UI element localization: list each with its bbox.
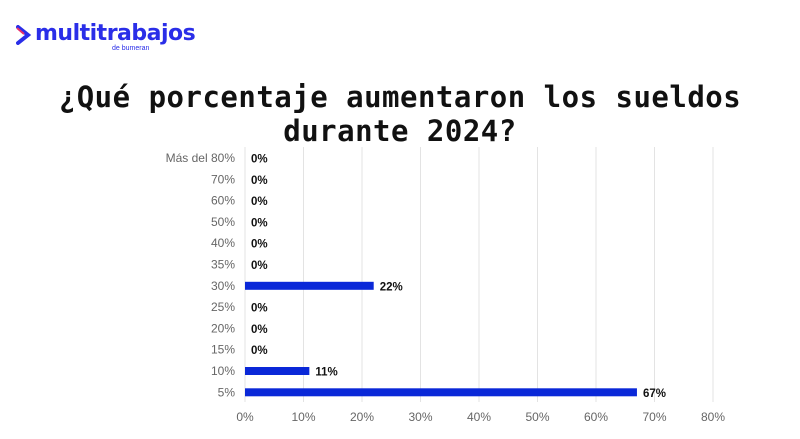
y-tick-label: 25% (211, 300, 235, 314)
x-tick-label: 70% (642, 410, 666, 424)
data-label: 0% (251, 345, 268, 357)
y-tick-label: 50% (211, 215, 235, 229)
x-tick-label: 0% (236, 410, 254, 424)
bar (245, 388, 637, 397)
y-tick-label: 40% (211, 236, 235, 250)
y-tick-label: 70% (211, 172, 235, 186)
x-tick-label: 30% (408, 410, 432, 424)
logo-chevron-icon (16, 25, 32, 45)
data-label: 0% (251, 217, 268, 229)
data-label: 0% (251, 239, 268, 251)
data-label: 0% (251, 303, 268, 315)
x-tick-label: 50% (525, 410, 549, 424)
y-tick-label: 20% (211, 321, 235, 335)
data-label: 0% (251, 154, 268, 166)
bar (245, 281, 374, 290)
y-tick-label: 15% (211, 343, 235, 357)
data-label: 0% (251, 196, 268, 208)
data-label: 0% (251, 324, 268, 336)
logo: multitrabajos de bumeran (16, 21, 196, 52)
data-label: 22% (380, 281, 403, 293)
data-label: 11% (315, 367, 337, 379)
x-tick-label: 20% (350, 410, 374, 424)
y-tick-label: 35% (211, 258, 235, 272)
x-tick-label: 60% (584, 410, 608, 424)
y-tick-label: 10% (211, 364, 235, 378)
y-tick-label: 60% (211, 194, 235, 208)
y-tick-label: 5% (218, 385, 236, 399)
logo-subtext: de bumeran (112, 45, 150, 52)
x-tick-label: 40% (467, 410, 491, 424)
x-tick-label: 10% (291, 410, 315, 424)
x-tick-label: 80% (701, 410, 725, 424)
bar (245, 367, 310, 375)
chart-title: ¿Qué porcentaje aumentaron los sueldos d… (58, 80, 742, 148)
y-tick-label: 30% (211, 279, 235, 293)
logo-text: multitrabajos (35, 21, 196, 46)
y-tick-label: Más del 80% (166, 151, 236, 165)
data-label: 0% (251, 260, 268, 272)
data-label: 0% (251, 175, 268, 187)
data-label: 67% (643, 388, 666, 400)
